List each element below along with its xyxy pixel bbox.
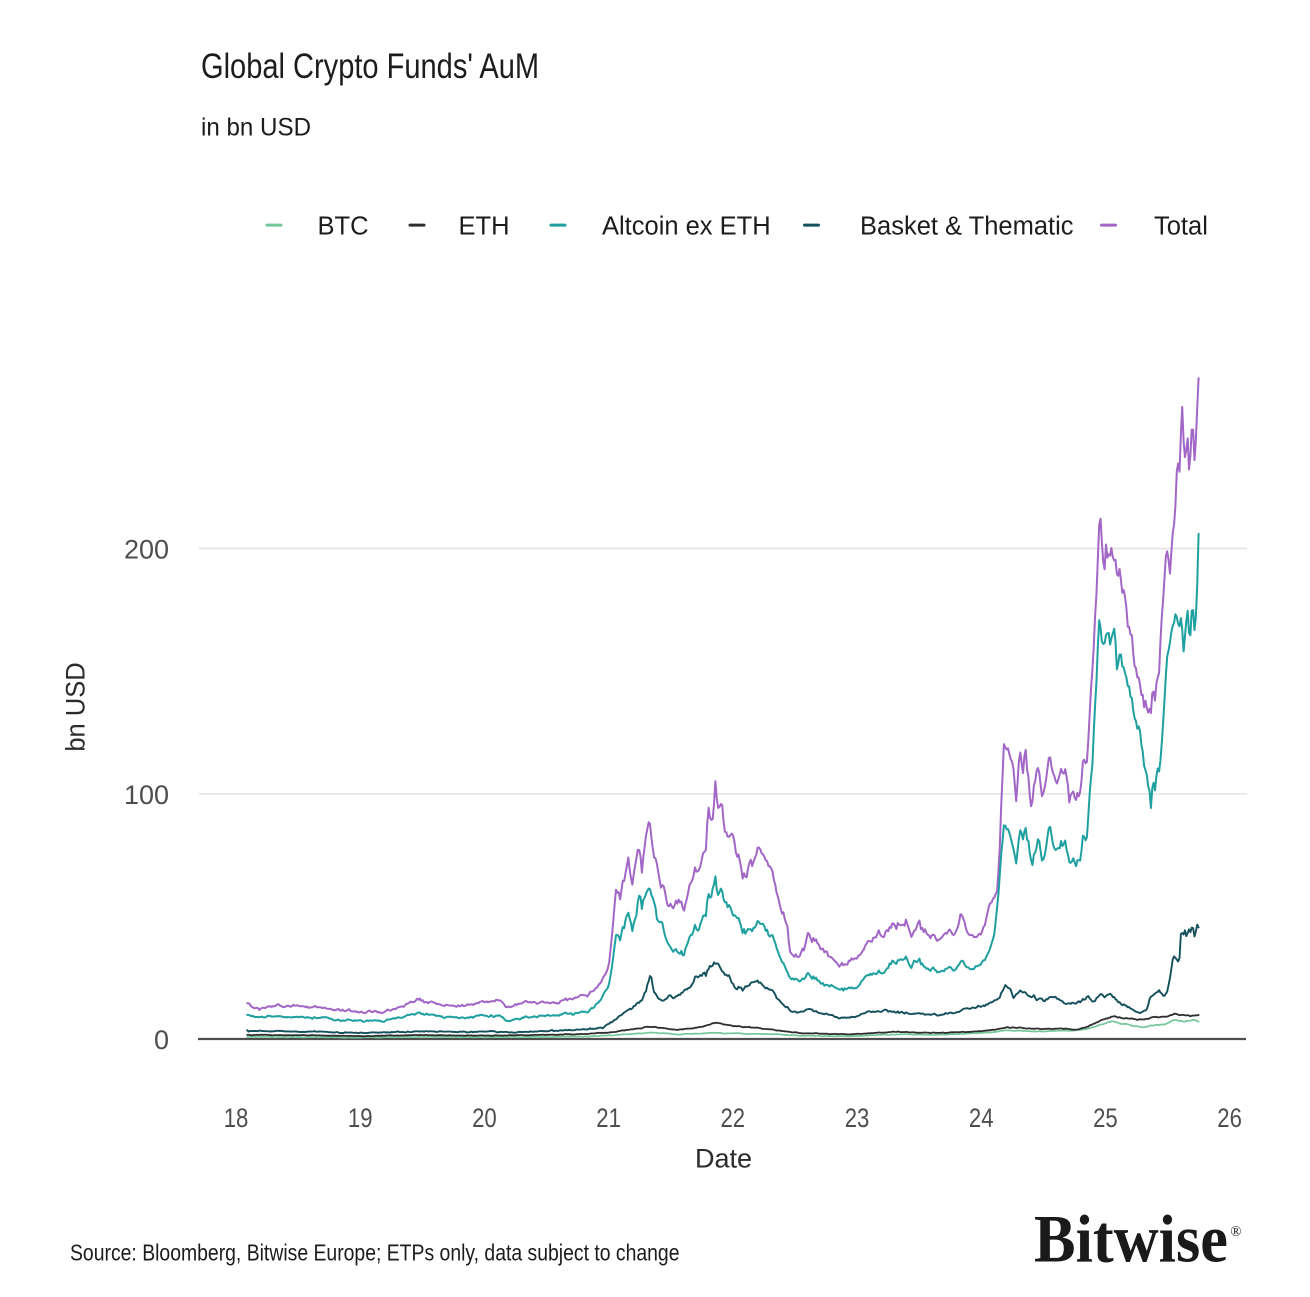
- svg-text:Total: Total: [1154, 213, 1208, 241]
- svg-text:25: 25: [1093, 1104, 1118, 1134]
- svg-text:24: 24: [969, 1104, 994, 1134]
- svg-text:21: 21: [596, 1104, 621, 1134]
- svg-text:Basket & Thematic: Basket & Thematic: [860, 213, 1074, 241]
- svg-text:BTC: BTC: [318, 213, 369, 241]
- svg-text:100: 100: [124, 780, 169, 810]
- svg-text:in bn USD: in bn USD: [201, 114, 311, 141]
- svg-text:Bitwise: Bitwise: [1034, 1202, 1228, 1277]
- svg-text:ETH: ETH: [459, 213, 510, 241]
- svg-text:Altcoin ex ETH: Altcoin ex ETH: [602, 213, 771, 241]
- svg-text:19: 19: [348, 1104, 373, 1134]
- svg-text:26: 26: [1217, 1104, 1242, 1134]
- svg-text:18: 18: [224, 1104, 249, 1134]
- svg-text:23: 23: [845, 1104, 870, 1134]
- svg-text:0: 0: [154, 1025, 169, 1055]
- svg-text:Global Crypto Funds' AuM: Global Crypto Funds' AuM: [201, 46, 539, 85]
- svg-text:®: ®: [1230, 1224, 1241, 1240]
- svg-text:200: 200: [124, 535, 169, 565]
- svg-text:bn USD: bn USD: [60, 662, 91, 751]
- svg-text:20: 20: [472, 1104, 497, 1134]
- svg-text:Date: Date: [695, 1144, 752, 1174]
- svg-text:Source: Bloomberg, Bitwise Eur: Source: Bloomberg, Bitwise Europe; ETPs …: [70, 1240, 679, 1266]
- svg-text:22: 22: [720, 1104, 745, 1134]
